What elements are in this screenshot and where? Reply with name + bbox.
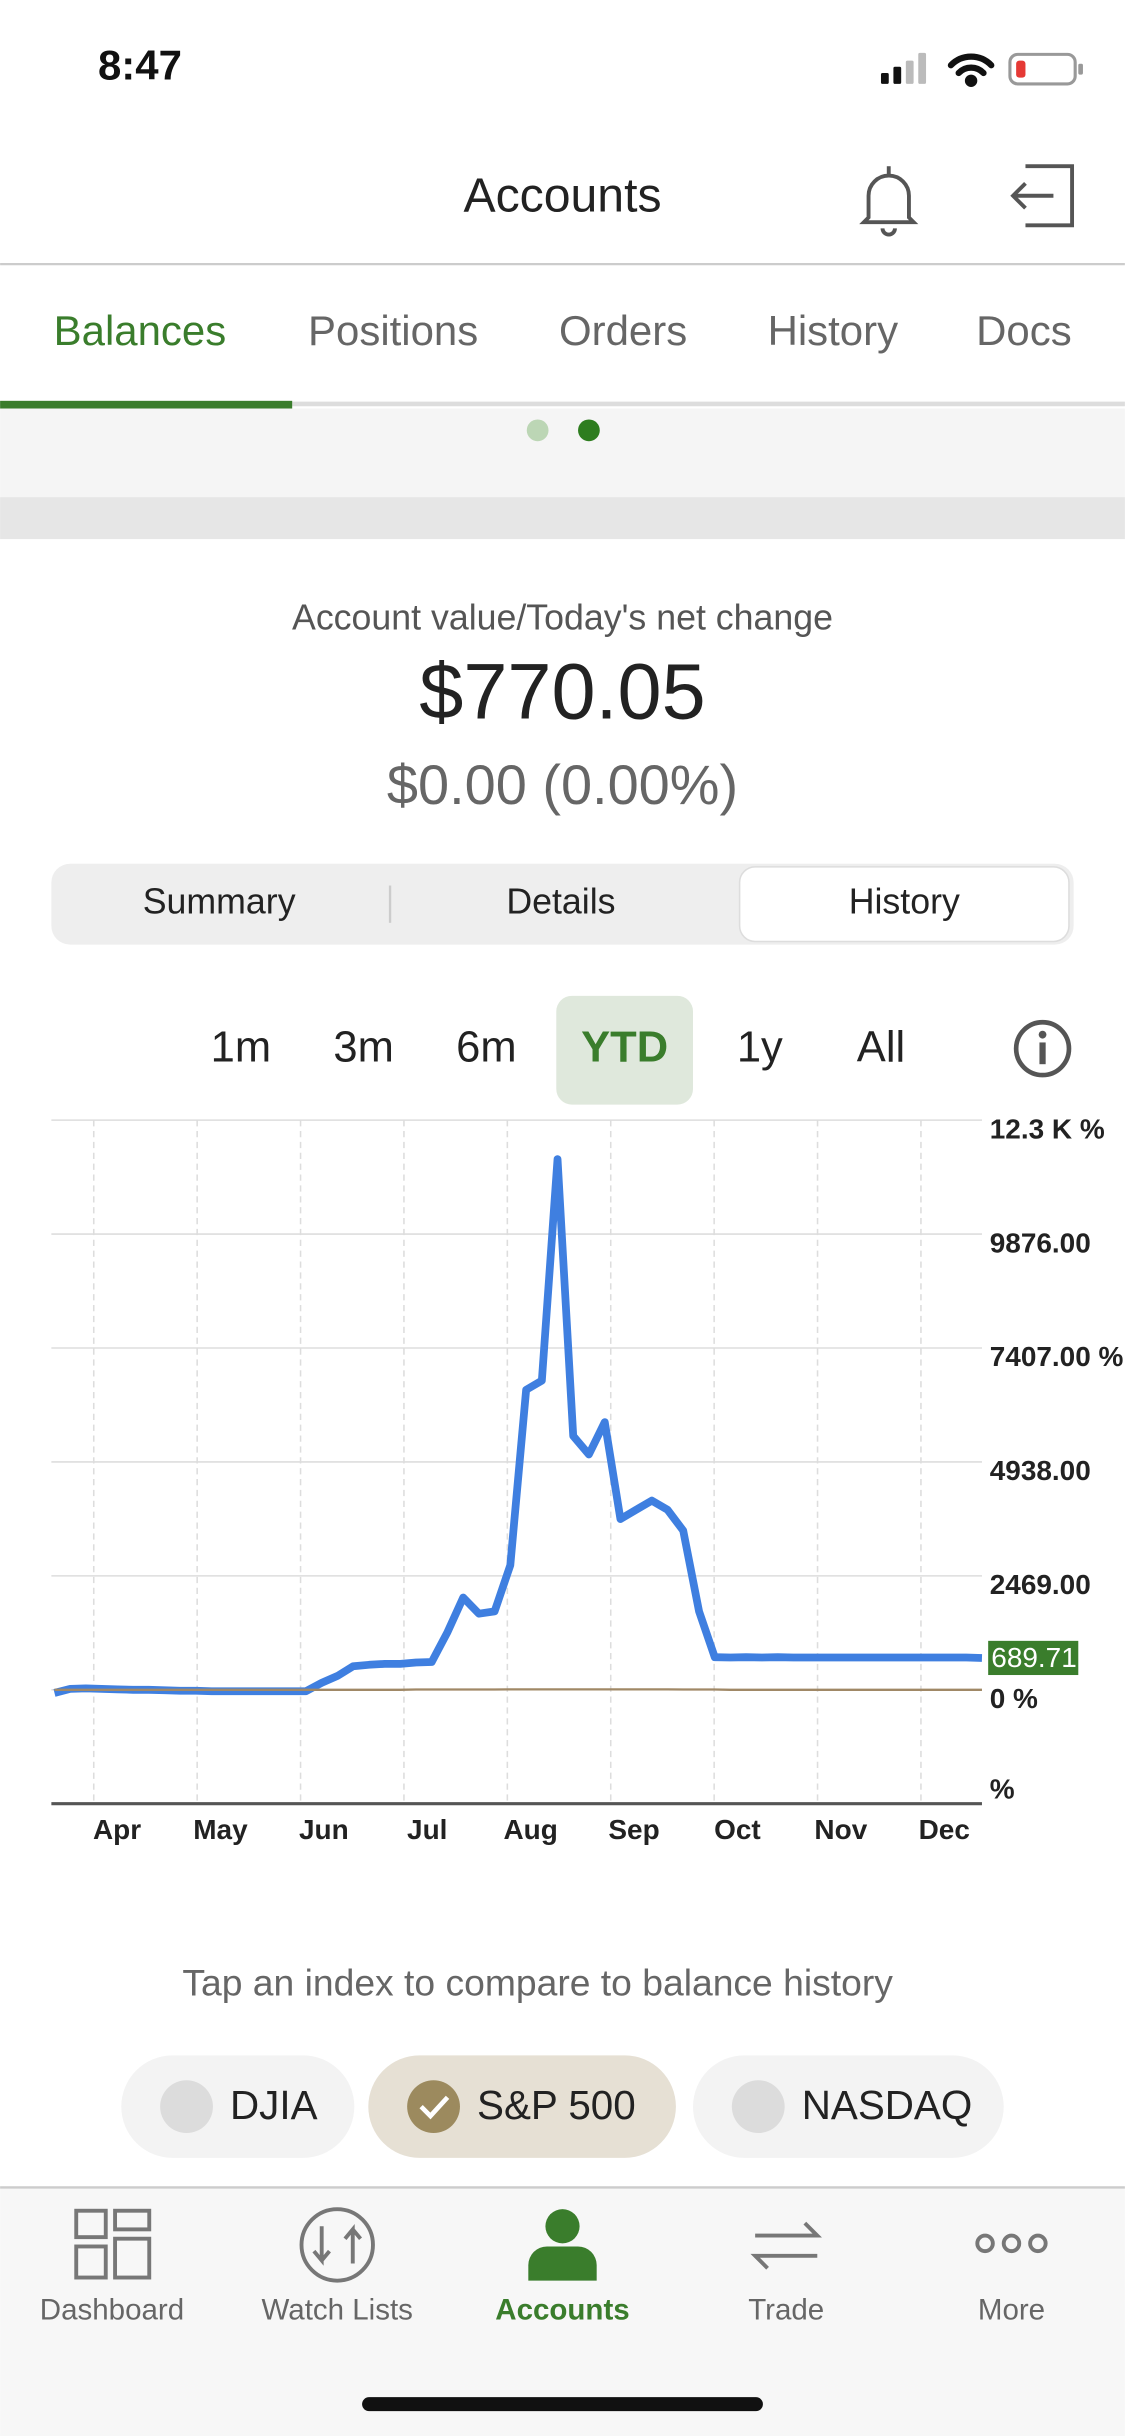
y-tick-label: 0 % [990, 1683, 1038, 1714]
index-label: S&P 500 [477, 2082, 636, 2128]
signal-icon [880, 52, 927, 84]
chip-check [407, 2080, 460, 2134]
active-tab-indicator [0, 400, 293, 409]
segment-selected [738, 866, 1070, 943]
range-option[interactable]: 6m [456, 1024, 516, 1072]
x-tick-label: Oct [714, 1814, 761, 1845]
x-tick-label: Sep [608, 1814, 659, 1845]
x-tick-label: Jun [299, 1814, 349, 1845]
battery-icon [1008, 52, 1083, 86]
y-tick-label: 2469.00 [990, 1569, 1091, 1600]
index-label: NASDAQ [802, 2082, 973, 2128]
x-tick-label: Nov [814, 1814, 867, 1845]
x-tick-label: Jul [407, 1814, 447, 1845]
value-label: 689.71 [991, 1642, 1077, 1673]
account-value: $770.05 [419, 646, 705, 735]
separator-band [0, 497, 1125, 540]
x-tick-label: Dec [919, 1814, 970, 1845]
index-chips: DJIA S&P 500 NASDAQ [121, 2055, 1004, 2158]
y-tick-label: 9876.00 [990, 1227, 1091, 1258]
check-mark [419, 2095, 450, 2120]
pager-area [0, 408, 1125, 498]
wifi-icon [947, 53, 995, 87]
y-tick-label: 4938.00 [990, 1455, 1091, 1486]
series-line [53, 1155, 983, 1697]
index-chip[interactable] [121, 2055, 355, 2158]
watchlists-icon [299, 2207, 375, 2283]
x-tick-label: Apr [93, 1814, 141, 1845]
y-tick-label: 7407.00 % [990, 1341, 1124, 1372]
nav-label[interactable]: Watch Lists [262, 2294, 413, 2327]
page-dot [526, 419, 549, 442]
logout-icon[interactable] [1010, 164, 1075, 228]
more-icon [975, 2233, 1048, 2254]
value-label-bg [988, 1640, 1079, 1676]
tab[interactable]: Balances [54, 307, 227, 354]
account-label: Account value/Today's net change [292, 597, 833, 637]
index-chip[interactable] [693, 2055, 1004, 2158]
status-time: 8:47 [98, 41, 182, 88]
range-option[interactable]: All [857, 1024, 905, 1072]
range-selector: 1m 3m 6m YTD 1y All [211, 1024, 905, 1072]
info-icon[interactable] [1013, 1019, 1072, 1078]
trade-icon [750, 2221, 822, 2270]
nav-label[interactable]: Dashboard [40, 2294, 184, 2327]
chip-check [160, 2080, 213, 2134]
segment[interactable]: Summary [143, 882, 296, 922]
home-indicator [362, 2397, 763, 2412]
segment[interactable]: Details [506, 882, 615, 922]
dashboard-icon [74, 2208, 152, 2280]
y-tick-label: % [990, 1774, 1015, 1805]
accounts-icon [528, 2209, 597, 2281]
chip-check [731, 2080, 785, 2134]
nav-label[interactable]: Trade [748, 2294, 824, 2327]
range-option[interactable]: 1y [737, 1024, 783, 1072]
nav-label[interactable]: More [978, 2294, 1045, 2327]
segments: Summary Details History [143, 882, 960, 922]
chart: Apr May Jun Jul Aug Sep Oct Nov Dec 12.3 K % 9876.… [51, 1113, 1124, 1845]
tab[interactable]: Docs [976, 307, 1072, 354]
tab-bar: Balances Positions Orders History Docs [54, 307, 1072, 354]
nav-label[interactable]: Accounts [495, 2294, 629, 2327]
bell-icon[interactable] [859, 166, 919, 237]
bottom-nav-labels: Dashboard Watch Lists Accounts Trade More [40, 2294, 1045, 2327]
tab[interactable]: Positions [308, 307, 478, 354]
compare-prompt: Tap an index to compare to balance histo… [182, 1961, 893, 2003]
net-change: $0.00 (0.00%) [387, 753, 738, 816]
tab[interactable]: Orders [559, 307, 687, 354]
tab[interactable]: History [768, 307, 899, 354]
range-selected [556, 995, 693, 1105]
index-label: DJIA [230, 2082, 318, 2128]
segment[interactable]: History [849, 882, 960, 922]
range-option[interactable]: YTD [581, 1024, 668, 1072]
x-tick-label: Aug [503, 1814, 557, 1845]
range-option[interactable]: 1m [211, 1024, 271, 1072]
index-chip[interactable] [368, 2055, 676, 2158]
x-tick-label: May [193, 1814, 248, 1845]
y-tick-label: 12.3 K % [990, 1113, 1105, 1144]
page-dot [578, 419, 600, 442]
nav-title: Accounts [463, 169, 661, 223]
range-option[interactable]: 3m [333, 1024, 393, 1072]
